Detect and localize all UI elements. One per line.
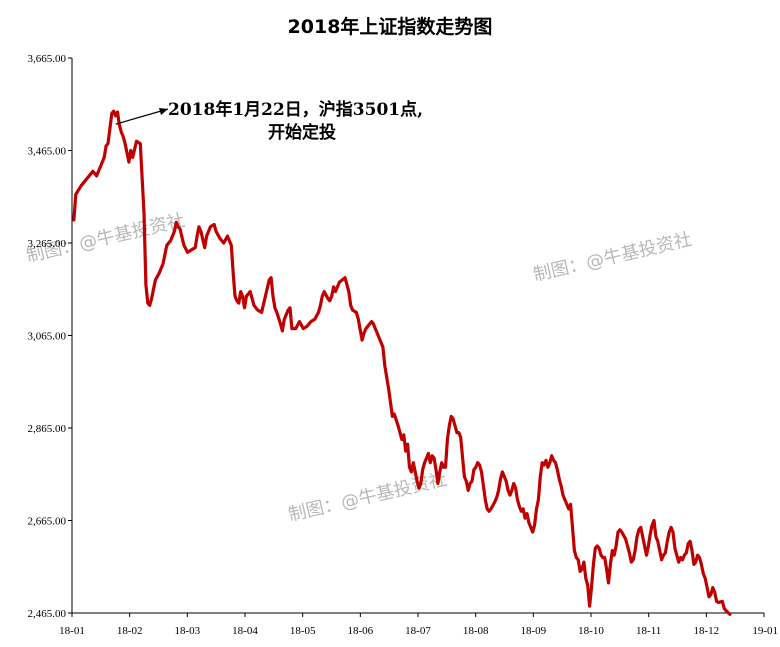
- series-line: [72, 109, 732, 616]
- x-tick-label: 18-02: [117, 625, 143, 637]
- x-tick-label: 19-01: [752, 625, 778, 637]
- series-layer: [72, 109, 732, 616]
- x-tick-label: 18-09: [520, 625, 546, 637]
- y-tick-label: 3,265.00: [28, 238, 67, 250]
- annotation-text-line2: 开始定投: [268, 122, 336, 143]
- x-tick-label: 18-03: [174, 625, 200, 637]
- y-tick-label: 3,465.00: [28, 146, 67, 158]
- x-tick-label: 18-01: [59, 625, 85, 637]
- x-tick-label: 18-05: [290, 625, 316, 637]
- annotation: 2018年1月22日，沪指3501点,开始定投: [115, 99, 423, 143]
- x-tick-label: 18-08: [463, 625, 489, 637]
- x-tick-label: 18-04: [232, 625, 258, 637]
- y-tick-label: 3,665.00: [28, 53, 67, 65]
- x-tick-label: 18-06: [347, 625, 373, 637]
- y-tick-label: 2,865.00: [28, 423, 67, 435]
- y-tick-label: 3,065.00: [28, 331, 67, 343]
- x-tick-label: 18-10: [578, 625, 604, 637]
- annotation-arrowhead: [159, 108, 168, 115]
- x-tick-label: 18-12: [693, 625, 719, 637]
- annotation-text-line1: 2018年1月22日，沪指3501点,: [168, 99, 423, 120]
- x-tick-label: 18-11: [636, 625, 661, 637]
- y-axis-ticks: 3,665.00 3,465.00 3,265.00 3,065.00 2,865.00…: [28, 53, 72, 620]
- chart-title: 2018年上证指数走势图: [288, 15, 493, 38]
- watermark-text: 制图：@牛基投资社: [286, 469, 449, 526]
- x-axis-ticks: 18-01 18-02 18-03 18-04 18-05 18-06 18-07 18-08…: [59, 613, 778, 637]
- y-tick-label: 2,465.00: [28, 608, 67, 620]
- watermark-text: 制图：@牛基投资社: [531, 229, 694, 286]
- y-tick-label: 2,665.00: [28, 516, 67, 528]
- annotation-arrow: [115, 108, 169, 125]
- x-tick-label: 18-07: [405, 625, 431, 637]
